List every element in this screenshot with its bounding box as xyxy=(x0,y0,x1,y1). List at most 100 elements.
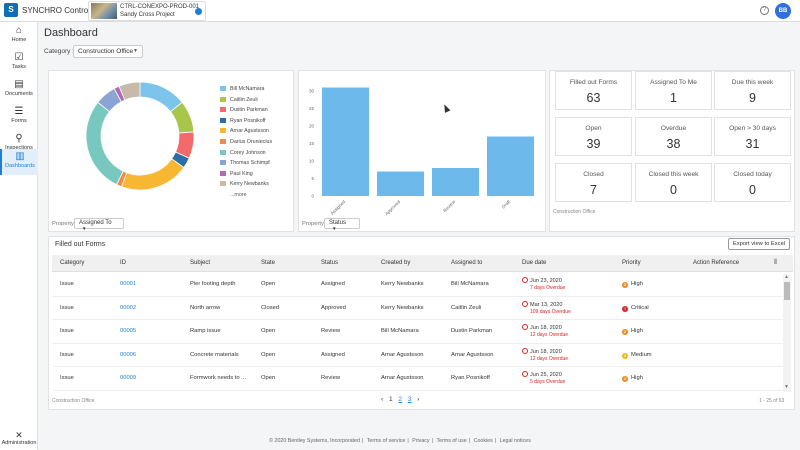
bar-approved[interactable] xyxy=(377,171,424,197)
donut-slice-arnar-agustsson[interactable] xyxy=(121,158,185,191)
stat-overdue[interactable]: Overdue 38 xyxy=(635,117,712,156)
category-select[interactable]: Construction Office ▼ xyxy=(73,45,143,58)
table-row[interactable]: Issue 00002 North arrow Closed Approved … xyxy=(52,297,784,320)
bar-review[interactable] xyxy=(432,168,479,196)
legend-item[interactable]: Caitlin Zeuli xyxy=(220,96,294,108)
clock-icon xyxy=(522,300,528,307)
bar-property-select[interactable]: Status ▼ xyxy=(324,218,360,231)
stat-label: Filled out Forms xyxy=(569,79,618,86)
x-tick-label: Approved xyxy=(384,199,402,217)
legend-more-link[interactable]: ...more xyxy=(230,191,247,198)
table-row[interactable]: Issue 00005 Ramp issue Open Review Bill … xyxy=(52,320,784,344)
column-header-state[interactable]: State xyxy=(261,260,276,266)
column-header-due-date[interactable]: Due date xyxy=(522,260,547,266)
legend-item[interactable]: Kerry Newbanks xyxy=(220,181,294,192)
stat-closed-today[interactable]: Closed today 0 xyxy=(714,163,791,202)
column-chooser-icon[interactable]: ⫴ xyxy=(774,259,777,266)
legend-item[interactable]: Paul King xyxy=(220,170,294,182)
donut-slice-kerry-newbanks[interactable] xyxy=(118,81,141,101)
table-scrollbar[interactable]: ▲ ▼ xyxy=(783,274,791,392)
y-tick-label: 5 xyxy=(311,176,314,181)
donut-property-select[interactable]: Assigned To ▼ xyxy=(74,218,124,231)
table-title: Filled out Forms xyxy=(55,241,106,248)
x-tick-label: Review xyxy=(442,199,456,213)
terms-of-service-link[interactable]: Terms of service xyxy=(366,438,406,444)
cell-id-link[interactable]: 00001 xyxy=(120,281,137,287)
page-3-link[interactable]: 3 xyxy=(407,396,412,403)
sidebar-item-dashboards[interactable]: ▥ Dashboards xyxy=(0,149,38,175)
stat-closed[interactable]: Closed 7 xyxy=(555,163,632,202)
cell-id-link[interactable]: 00005 xyxy=(120,328,137,334)
next-page-icon[interactable]: › xyxy=(417,396,420,403)
page-2-link[interactable]: 2 xyxy=(398,396,403,403)
cell-id-link[interactable]: 00009 xyxy=(120,375,137,381)
column-header-category[interactable]: Category xyxy=(60,260,85,266)
sidebar-item-inspections[interactable]: ⚲ Inspections xyxy=(0,131,38,157)
synchro-logo-icon[interactable]: S xyxy=(4,3,18,17)
legend-item[interactable]: Darius Oruniecius xyxy=(220,138,294,150)
legend-label: Kerry Newbanks xyxy=(230,181,269,188)
stat-assigned-to-me[interactable]: Assigned To Me 1 xyxy=(635,71,712,110)
bar-assigned[interactable] xyxy=(322,87,369,197)
column-header-action-reference[interactable]: Action Reference xyxy=(693,260,740,266)
priority-high-icon: 2 xyxy=(622,282,628,288)
user-avatar[interactable]: BB xyxy=(775,3,791,19)
stat-open-over-30-days[interactable]: Open > 30 days 31 xyxy=(714,117,791,156)
cell-priority: ! Critical xyxy=(622,305,649,312)
sidebar-item-label: Tasks xyxy=(11,64,27,70)
row-range-text: 1 - 25 of 63 xyxy=(759,398,785,404)
column-header-created-by[interactable]: Created by xyxy=(381,260,411,266)
scroll-up-icon[interactable]: ▲ xyxy=(784,274,789,280)
privacy-link[interactable]: Privacy xyxy=(412,438,430,444)
column-header-priority[interactable]: Priority xyxy=(622,260,641,266)
legend-item[interactable]: Bill McNamara xyxy=(220,86,294,97)
sidebar-item-administration[interactable]: ✕ Administration xyxy=(0,430,38,450)
legend-item[interactable]: Corey Johnson xyxy=(220,149,294,161)
cell-assigned-to: Arnar Agustsson xyxy=(451,351,494,358)
stat-closed-this-week[interactable]: Closed this week 0 xyxy=(635,163,712,202)
overdue-text: 12 days Overdue xyxy=(530,355,569,362)
prev-page-icon[interactable]: ‹ xyxy=(381,396,384,403)
sidebar-item-tasks[interactable]: ☑ Tasks xyxy=(0,50,38,76)
sidebar-item-documents[interactable]: ▤ Documents xyxy=(0,77,38,103)
help-icon[interactable]: ? xyxy=(760,6,769,15)
cell-id-link[interactable]: 00006 xyxy=(120,351,137,358)
cell-state: Open xyxy=(261,375,276,381)
sidebar-item-home[interactable]: ⌂ Home xyxy=(0,23,38,49)
page-1-link[interactable]: 1 xyxy=(388,396,393,403)
column-header-subject[interactable]: Subject xyxy=(190,260,211,266)
stat-due-this-week[interactable]: Due this week 9 xyxy=(714,71,791,110)
y-tick-label: 15 xyxy=(309,141,315,146)
table-row[interactable]: Issue 00009 Formwork needs to ... Open R… xyxy=(52,367,784,391)
legend-item[interactable]: Dustin Parkman xyxy=(220,107,294,118)
cell-id-link[interactable]: 00002 xyxy=(120,304,137,311)
legend-item[interactable]: Arnar Agustsson xyxy=(220,128,294,139)
stat-filled-out-forms[interactable]: Filled out Forms 63 xyxy=(555,71,632,110)
terms-of-use-link[interactable]: Terms of use xyxy=(436,438,467,444)
priority-high-icon: 2 xyxy=(622,376,628,382)
column-header-id[interactable]: ID xyxy=(120,260,126,266)
table-row[interactable]: Issue 00006 Concrete materials Open Assi… xyxy=(52,344,784,367)
project-status-dot-icon xyxy=(195,8,202,15)
legend-label: Corey Johnson xyxy=(230,149,266,156)
table-row[interactable]: Issue 00001 Pier footing depth Open Assi… xyxy=(52,273,784,297)
stat-value: 31 xyxy=(745,137,760,151)
legend-item[interactable]: Ryan Posnikoff xyxy=(220,117,294,129)
home-icon: ⌂ xyxy=(15,25,23,36)
donut-slice-corey-johnson[interactable] xyxy=(85,101,124,186)
stat-open[interactable]: Open 39 xyxy=(555,117,632,156)
export-to-excel-button[interactable]: Export view to Excel xyxy=(728,238,790,250)
cookies-link[interactable]: Cookies xyxy=(473,438,493,444)
legal-notices-link[interactable]: Legal notices xyxy=(499,438,531,444)
stat-value: 63 xyxy=(586,91,601,105)
scroll-thumb[interactable] xyxy=(784,282,790,300)
bar-draft[interactable] xyxy=(487,136,534,197)
project-selector[interactable]: CTRL-CONEXPO-PROD-001 Sandy Cross Projec… xyxy=(88,1,206,21)
sidebar-item-forms[interactable]: ☰ Forms xyxy=(0,104,38,130)
scroll-down-icon[interactable]: ▼ xyxy=(784,384,789,390)
legend-item[interactable]: Thomas Schimpf xyxy=(220,160,294,171)
column-header-assigned-to[interactable]: Assigned to xyxy=(451,260,483,266)
column-header-status[interactable]: Status xyxy=(321,260,339,266)
donut-property-value: Assigned To xyxy=(79,220,112,226)
stat-value: 9 xyxy=(749,91,756,105)
